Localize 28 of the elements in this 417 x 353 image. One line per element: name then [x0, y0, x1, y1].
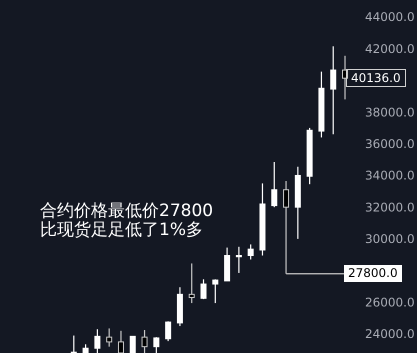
candlestick [153, 336, 160, 353]
candlestick [106, 328, 112, 348]
candlestick [271, 161, 278, 208]
annotation: 比现货足足低了1%多 [40, 220, 204, 240]
candlestick [142, 329, 148, 353]
y-tick-label: 34000.0 [365, 168, 415, 183]
candlestick [200, 278, 207, 300]
candlestick [248, 244, 254, 260]
ref-line-label: 27800.0 [344, 264, 402, 282]
candlestick [165, 320, 172, 342]
candlestick [94, 328, 100, 353]
text: 40136.0 [346, 69, 406, 88]
y-tick-label: 42000.0 [365, 42, 415, 56]
candlestick [130, 336, 136, 353]
y-tick-label: 26000.0 [365, 296, 415, 310]
candlestick [330, 46, 336, 135]
candlestick [236, 246, 242, 274]
candlestick [118, 330, 124, 353]
y-tick-label: 32000.0 [365, 200, 415, 214]
y-tick-label: 24000.0 [365, 327, 415, 342]
y-tick-label: 44000.0 [365, 10, 415, 24]
y-tick-label: 38000.0 [365, 105, 415, 120]
y-tick-label: 36000.0 [365, 137, 415, 152]
candlestick [70, 334, 77, 353]
candlestick [188, 262, 195, 304]
y-tick-label: 30000.0 [365, 232, 415, 246]
candlestick [212, 278, 218, 304]
annotation: 合约价格最低价27800 [40, 201, 214, 221]
